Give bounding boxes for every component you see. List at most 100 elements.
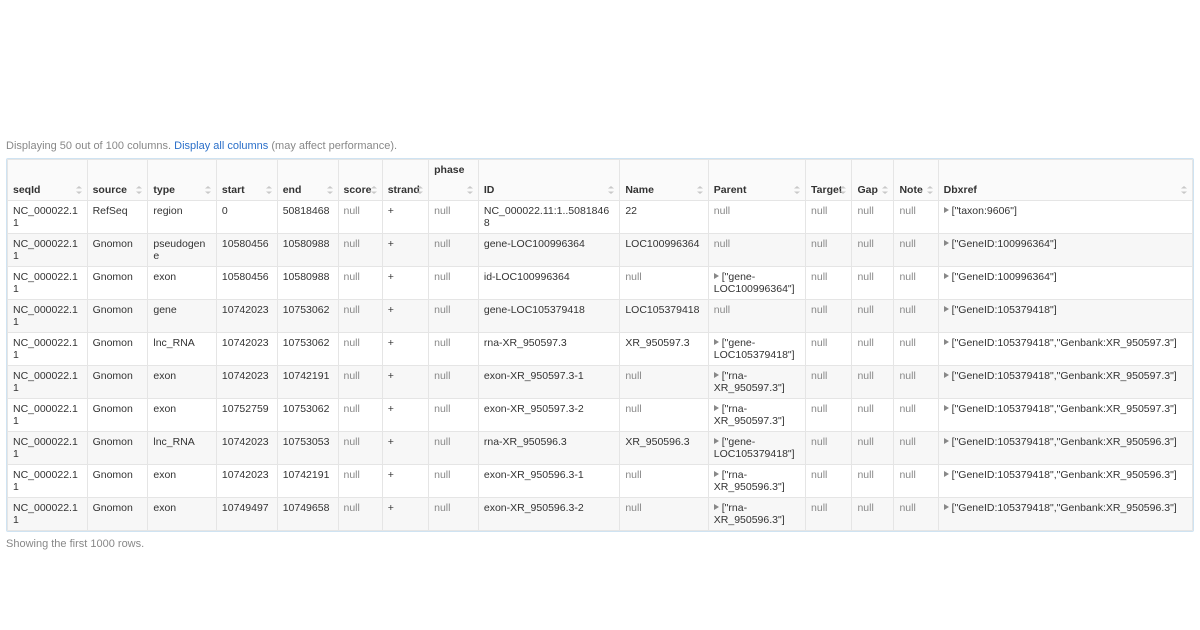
sort-icon[interactable] xyxy=(792,185,802,195)
column-header-score-spacer[interactable] xyxy=(338,160,382,181)
column-header-Dbxref-spacer[interactable] xyxy=(938,160,1192,181)
column-header-end-spacer[interactable] xyxy=(277,160,338,181)
column-header-ID[interactable]: ID xyxy=(478,180,619,201)
column-header-source-spacer[interactable] xyxy=(87,160,148,181)
expand-caret-icon[interactable] xyxy=(944,438,949,444)
column-header-score[interactable]: score xyxy=(338,180,382,201)
cell-Dbxref[interactable]: ["GeneID:100996364"] xyxy=(938,234,1192,267)
sort-icon[interactable] xyxy=(369,185,379,195)
expand-caret-icon[interactable] xyxy=(944,405,949,411)
column-header-Gap-spacer[interactable] xyxy=(852,160,894,181)
column-header-source[interactable]: source xyxy=(87,180,148,201)
expand-caret-icon[interactable] xyxy=(944,240,949,246)
cell-Parent[interactable]: ["rna-XR_950597.3"] xyxy=(708,399,805,432)
cell-Dbxref[interactable]: ["GeneID:105379418","Genbank:XR_950597.3… xyxy=(938,333,1192,366)
expand-caret-icon[interactable] xyxy=(714,273,719,279)
cell-seqId: NC_000022.11 xyxy=(8,300,88,333)
expand-caret-icon[interactable] xyxy=(944,306,949,312)
expand-caret-icon[interactable] xyxy=(714,471,719,477)
column-header-Note[interactable]: Note xyxy=(894,180,938,201)
column-header-Target[interactable]: Target xyxy=(806,180,852,201)
cell-Name: null xyxy=(620,366,708,399)
expand-caret-icon[interactable] xyxy=(714,405,719,411)
cell-Parent[interactable]: ["rna-XR_950597.3"] xyxy=(708,366,805,399)
column-header-phase[interactable]: phase xyxy=(429,160,479,181)
column-header-label: Note xyxy=(899,184,922,196)
sort-icon[interactable] xyxy=(880,185,890,195)
sort-icon[interactable] xyxy=(695,185,705,195)
notice-suffix: (may affect performance). xyxy=(268,140,397,152)
column-header-start-spacer[interactable] xyxy=(216,160,277,181)
column-header-seqId-spacer[interactable] xyxy=(8,160,88,181)
sort-icon[interactable] xyxy=(74,185,84,195)
column-header-label: ID xyxy=(484,184,495,196)
sort-icon[interactable] xyxy=(838,185,848,195)
column-header-seqId[interactable]: seqId xyxy=(8,180,88,201)
cell-Dbxref[interactable]: ["GeneID:105379418","Genbank:XR_950596.3… xyxy=(938,465,1192,498)
cell-Dbxref[interactable]: ["GeneID:105379418","Genbank:XR_950597.3… xyxy=(938,399,1192,432)
cell-Name: LOC100996364 xyxy=(620,234,708,267)
expand-caret-icon[interactable] xyxy=(714,339,719,345)
expand-caret-icon[interactable] xyxy=(944,273,949,279)
sort-icon[interactable] xyxy=(465,185,475,195)
cell-Dbxref[interactable]: ["GeneID:100996364"] xyxy=(938,267,1192,300)
column-header-Name-spacer[interactable] xyxy=(620,160,708,181)
expand-caret-icon[interactable] xyxy=(944,504,949,510)
display-all-columns-link[interactable]: Display all columns xyxy=(174,140,268,152)
cell-Dbxref[interactable]: ["GeneID:105379418"] xyxy=(938,300,1192,333)
expand-caret-icon[interactable] xyxy=(944,471,949,477)
column-header-Name[interactable]: Name xyxy=(620,180,708,201)
column-header-ID-spacer[interactable] xyxy=(478,160,619,181)
column-header-strand-spacer[interactable] xyxy=(382,160,428,181)
cell-Dbxref[interactable]: ["GeneID:105379418","Genbank:XR_950596.3… xyxy=(938,498,1192,531)
expand-caret-icon[interactable] xyxy=(944,372,949,378)
sort-icon[interactable] xyxy=(325,185,335,195)
cell-Name: 22 xyxy=(620,201,708,234)
column-header-label: start xyxy=(222,184,245,196)
expand-caret-icon[interactable] xyxy=(714,438,719,444)
column-header-end[interactable]: end xyxy=(277,180,338,201)
column-header-start[interactable]: start xyxy=(216,180,277,201)
column-header-type[interactable]: type xyxy=(148,180,217,201)
sort-icon[interactable] xyxy=(203,185,213,195)
cell-Dbxref[interactable]: ["GeneID:105379418","Genbank:XR_950596.3… xyxy=(938,432,1192,465)
cell-type: exon xyxy=(148,366,217,399)
cell-seqId: NC_000022.11 xyxy=(8,333,88,366)
column-header-type-spacer[interactable] xyxy=(148,160,217,181)
cell-end: 10580988 xyxy=(277,267,338,300)
sort-icon[interactable] xyxy=(1179,185,1189,195)
column-header-phase-sort[interactable] xyxy=(429,180,479,201)
column-header-label: phase xyxy=(434,164,464,176)
expand-caret-icon[interactable] xyxy=(944,207,949,213)
column-header-Target-spacer[interactable] xyxy=(806,160,852,181)
column-header-label: Gap xyxy=(857,184,877,196)
sort-icon[interactable] xyxy=(134,185,144,195)
cell-phase: null xyxy=(429,333,479,366)
cell-Parent[interactable]: ["rna-XR_950596.3"] xyxy=(708,465,805,498)
expand-caret-icon[interactable] xyxy=(714,372,719,378)
table-row: NC_000022.11RefSeqregion050818468null+nu… xyxy=(8,201,1193,234)
column-header-Dbxref[interactable]: Dbxref xyxy=(938,180,1192,201)
column-header-Gap[interactable]: Gap xyxy=(852,180,894,201)
sort-icon[interactable] xyxy=(415,185,425,195)
cell-Parent[interactable]: ["gene-LOC105379418"] xyxy=(708,333,805,366)
sort-icon[interactable] xyxy=(264,185,274,195)
sort-icon[interactable] xyxy=(606,185,616,195)
expand-caret-icon[interactable] xyxy=(714,504,719,510)
column-header-label: seqId xyxy=(13,184,40,196)
cell-Parent[interactable]: ["rna-XR_950596.3"] xyxy=(708,498,805,531)
cell-Name: XR_950597.3 xyxy=(620,333,708,366)
sort-icon[interactable] xyxy=(925,185,935,195)
column-header-Parent-spacer[interactable] xyxy=(708,160,805,181)
column-header-label: Parent xyxy=(714,184,747,196)
cell-value: ["GeneID:105379418","Genbank:XR_950597.3… xyxy=(952,370,1177,382)
column-header-strand[interactable]: strand xyxy=(382,180,428,201)
cell-Parent[interactable]: ["gene-LOC100996364"] xyxy=(708,267,805,300)
column-header-Note-spacer[interactable] xyxy=(894,160,938,181)
cell-Name: null xyxy=(620,465,708,498)
column-header-Parent[interactable]: Parent xyxy=(708,180,805,201)
cell-Dbxref[interactable]: ["taxon:9606"] xyxy=(938,201,1192,234)
cell-Dbxref[interactable]: ["GeneID:105379418","Genbank:XR_950597.3… xyxy=(938,366,1192,399)
cell-Parent[interactable]: ["gene-LOC105379418"] xyxy=(708,432,805,465)
expand-caret-icon[interactable] xyxy=(944,339,949,345)
